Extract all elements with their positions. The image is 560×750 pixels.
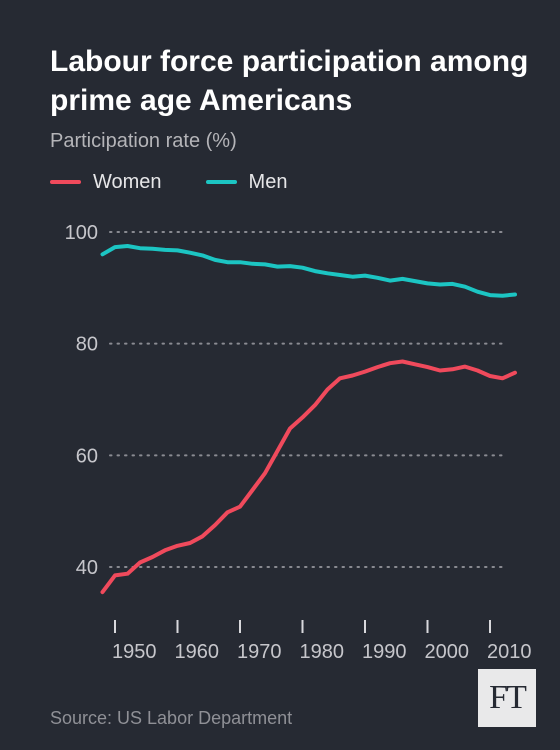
x-tick-label-1950: 1950 [112,641,157,663]
x-axis: 1950 1960 1970 1980 1990 2000 2010 [112,620,532,663]
chart-title: Labour force participation among prime a… [50,45,529,117]
y-tick-label-60: 60 [76,445,98,467]
grid-lines [109,231,504,568]
legend-item-women: Women [50,171,162,194]
legend-item-men: Men [205,170,288,194]
y-tick-label-80: 80 [76,334,98,356]
x-tick-label-1980: 1980 [300,641,345,663]
chart-subtitle: Participation rate (%) [50,130,237,152]
x-tick-label-2000: 2000 [425,641,470,663]
y-axis-labels: 40 60 80 100 [65,222,98,579]
x-tick-label-1970: 1970 [237,641,282,663]
legend-label-women: Women [93,170,162,193]
ft-logo: FT [478,669,536,727]
y-tick-label-40: 40 [76,557,98,579]
chart-plot: 40 60 80 100 1950 1960 1970 1980 1990 2000 2010 [65,222,532,663]
y-tick-label-100: 100 [65,222,98,244]
series-line-men [100,244,517,298]
legend-label-men: Men [248,170,288,193]
series-line-women [100,359,517,595]
legend-swatch-men [205,180,237,184]
legend: Women Men [50,170,331,194]
x-tick-label-2010: 2010 [487,641,532,663]
x-tick-label-1960: 1960 [175,641,220,663]
series-lines [100,244,517,595]
legend-swatch-women [50,180,81,184]
source-note: Source: US Labor Department [50,708,293,728]
x-tick-label-1990: 1990 [362,641,407,663]
